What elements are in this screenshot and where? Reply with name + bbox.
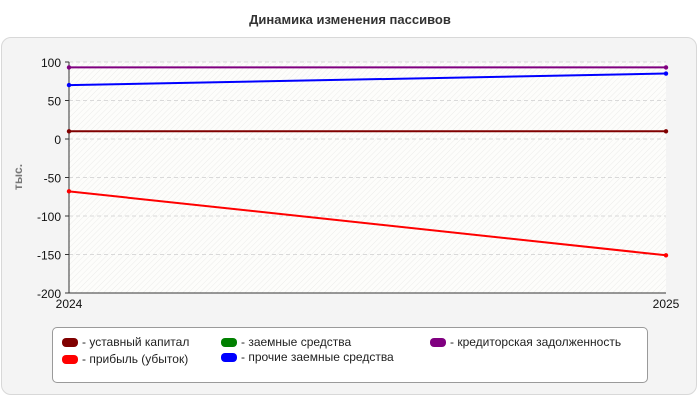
legend-swatch-3	[221, 352, 237, 362]
series-4-point-0	[66, 65, 72, 70]
series-line-1	[68, 190, 667, 257]
series-4-point-1	[663, 65, 669, 70]
x-tick-label-0: 2024	[56, 297, 83, 311]
grid-lines	[69, 61, 666, 255]
legend-item-4: - кредиторская задолженность	[430, 335, 621, 349]
y-tick-label-3: -50	[44, 172, 62, 186]
legend-item-2: - заемные средства	[221, 335, 351, 349]
legend-swatch-0	[62, 337, 78, 347]
series-line-3	[68, 72, 667, 87]
x-tick-label-1: 2025	[653, 297, 680, 311]
y-tick-label-0: 100	[41, 56, 61, 70]
series-3-point-0	[66, 82, 72, 88]
legend-label-2: - заемные средства	[241, 335, 352, 349]
chart-title: Динамика изменения пассивов	[249, 12, 451, 27]
legend-label-0: - уставный капитал	[82, 335, 190, 349]
y-tick-label-1: 50	[48, 95, 62, 109]
legend: - уставный капитал - прибыль (убыток) - …	[52, 327, 648, 383]
legend-item-1: - прибыль (убыток)	[62, 352, 188, 366]
legend-label-1: - прибыль (убыток)	[82, 352, 189, 366]
legend-label-4: - кредиторская задолженность	[450, 335, 622, 349]
series-1-point-0	[66, 189, 72, 194]
y-tick-label-2: 0	[54, 133, 61, 147]
y-axis-label: тыс.	[11, 164, 25, 190]
series-0-point-1	[663, 129, 669, 134]
series-1-point-1	[663, 253, 669, 258]
legend-swatch-1	[62, 354, 78, 364]
legend-item-3: - прочие заемные средства	[221, 350, 394, 364]
legend-swatch-2	[221, 337, 237, 347]
axes	[65, 61, 666, 294]
legend-item-0: - уставный капитал	[62, 335, 189, 349]
legend-label-3: - прочие заемные средства	[241, 350, 394, 364]
y-tick-label-5: -150	[37, 249, 61, 263]
series-lines	[66, 65, 669, 258]
series-3-point-1	[663, 71, 669, 76]
legend-swatch-4	[430, 337, 446, 347]
y-tick-label-4: -100	[37, 210, 61, 224]
y-tick-label-6: -200	[37, 287, 61, 301]
series-0-point-0	[66, 129, 72, 134]
